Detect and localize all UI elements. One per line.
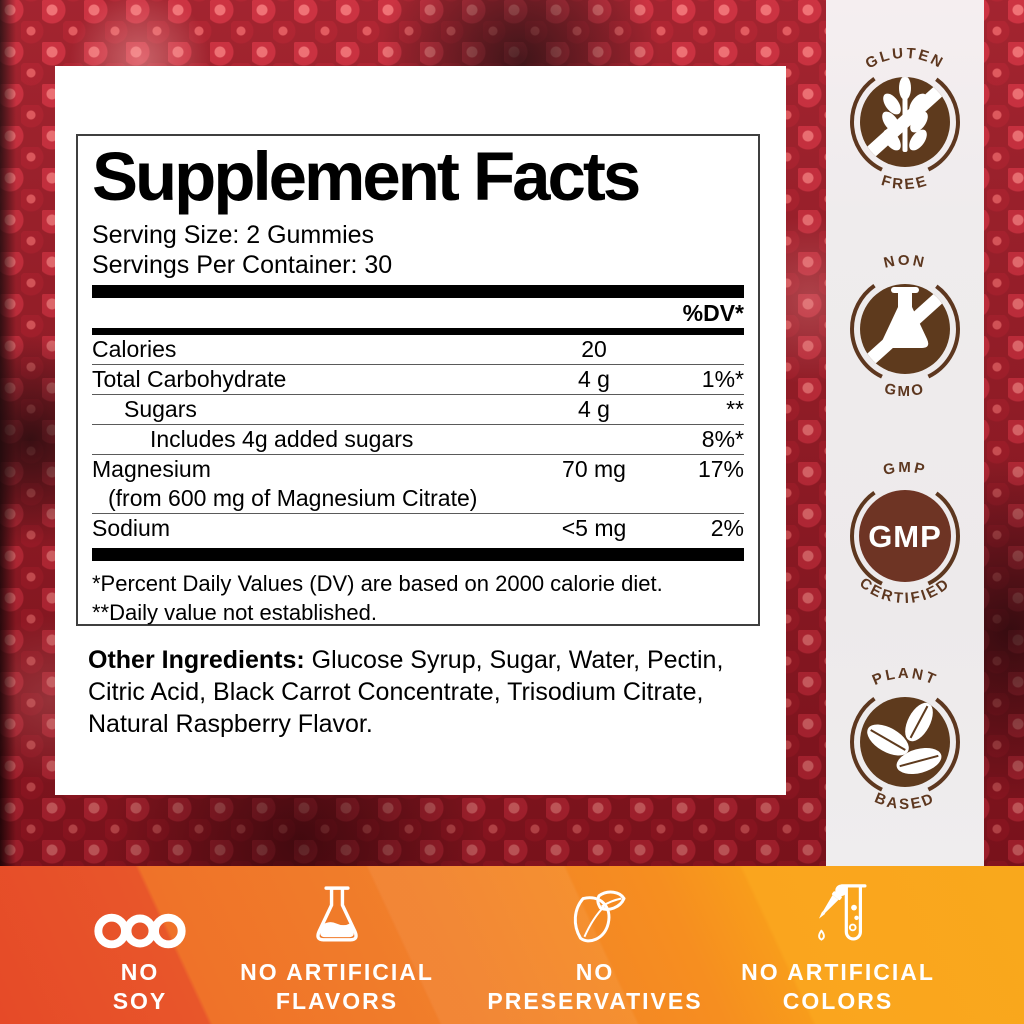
- divider-bar-thick: [92, 548, 744, 562]
- row-amount: 70 mg: [562, 456, 626, 483]
- wheat-crossed-icon: [860, 77, 950, 167]
- claim-no-artificial-colors: NO ARTIFICIAL COLORS: [708, 872, 968, 1020]
- gluten-free-badge: GLUTEN FREE: [850, 48, 960, 193]
- row-name: Magnesium: [92, 456, 211, 483]
- facts-row-magnesium: Magnesium 70 mg 17%: [92, 455, 744, 484]
- claim-no-soy: NO SOY: [10, 872, 270, 1020]
- magnesium-source-note: (from 600 mg of Magnesium Citrate): [92, 484, 744, 515]
- svg-text:GMP: GMP: [882, 462, 929, 479]
- facts-row-calories: Calories 20: [92, 335, 744, 366]
- row-amount: <5 mg: [561, 515, 627, 542]
- row-amount: 4 g: [578, 366, 610, 393]
- row-dv: **: [726, 396, 744, 423]
- facts-row-added-sugars: Includes 4g added sugars 8%*: [92, 425, 744, 456]
- other-ingredients-text: Glucose Syrup, Sugar, Water, Pectin, Cit…: [88, 646, 724, 738]
- svg-text:NON: NON: [882, 255, 928, 272]
- svg-text:PLANT: PLANT: [870, 668, 940, 689]
- facts-row-sodium: Sodium <5 mg 2%: [92, 514, 744, 543]
- footnote-dv: *Percent Daily Values (DV) are based on …: [92, 571, 663, 597]
- serving-size: Serving Size: 2 Gummies: [92, 221, 375, 250]
- facts-row-carbohydrate: Total Carbohydrate 4 g 1%*: [92, 365, 744, 396]
- row-name: Includes 4g added sugars: [150, 426, 414, 453]
- row-name: Calories: [92, 336, 177, 363]
- row-dv: 17%: [697, 456, 744, 483]
- svg-text:FREE: FREE: [879, 172, 930, 193]
- claim-no-preservatives: NO PRESERVATIVES: [465, 872, 725, 1020]
- non-gmo-badge: NON GMO: [850, 255, 960, 400]
- badge-strip: GLUTEN FREE NON GMO: [826, 0, 984, 866]
- flask-crossed-icon: [860, 284, 950, 374]
- claim-no-artificial-flavors: NO ARTIFICIAL FLAVORS: [207, 872, 467, 1020]
- leaf-icon: [562, 872, 628, 950]
- badge-circle: [859, 490, 951, 582]
- badge-bottom-text: BASED: [872, 789, 935, 813]
- badge-top-text: NON: [882, 255, 925, 272]
- row-dv: 2%: [710, 515, 744, 542]
- gmp-certified-badge: GMP GMP CERTIFIED: [850, 462, 960, 607]
- badge-top-text: GMP: [882, 462, 926, 479]
- badge-top-text: GLUTEN: [863, 48, 945, 72]
- row-dv: 1%*: [701, 366, 744, 393]
- svg-text:GLUTEN: GLUTEN: [863, 48, 948, 72]
- badge-bottom-text: GMO: [883, 380, 925, 400]
- servings-per-container: Servings Per Container: 30: [92, 251, 393, 280]
- other-ingredients: Other Ingredients: Glucose Syrup, Sugar,…: [88, 644, 760, 740]
- gmp-seal-icon: GMP: [868, 519, 942, 554]
- badge-ring: [850, 687, 960, 797]
- claims-band: NO SOY NO ARTIFICIAL FLAVORS: [0, 866, 1024, 1024]
- other-ingredients-label: Other Ingredients:: [88, 646, 305, 674]
- badge-top-text: PLANT: [870, 668, 938, 689]
- supplement-facts-panel: Supplement Facts Serving Size: 2 Gummies…: [55, 66, 786, 795]
- dv-column-header: %DV*: [682, 300, 744, 327]
- plant-based-badge: PLANT BASED: [850, 668, 960, 813]
- leaves-icon: [867, 702, 942, 775]
- row-amount: 4 g: [578, 396, 610, 423]
- facts-row-sugars: Sugars 4 g **: [92, 395, 744, 426]
- panel-title: Supplement Facts: [92, 138, 641, 215]
- divider-bar-thick: [92, 285, 744, 299]
- footnote-daily-value: **Daily value not established.: [92, 600, 377, 626]
- row-name: Sodium: [92, 515, 170, 542]
- row-dv: 8%*: [701, 426, 744, 453]
- badge-ring: [850, 274, 960, 384]
- svg-text:GMO: GMO: [883, 380, 927, 400]
- dropper-tube-icon: [806, 872, 870, 950]
- row-name: Sugars: [124, 396, 197, 423]
- row-name: Total Carbohydrate: [92, 366, 287, 393]
- badge-ring: [850, 67, 960, 177]
- soy-pod-icon: [90, 872, 190, 950]
- supplement-facts-box: Supplement Facts Serving Size: 2 Gummies…: [76, 134, 760, 626]
- flask-icon: [303, 872, 371, 950]
- svg-text:BASED: BASED: [872, 789, 938, 813]
- badge-bottom-text: FREE: [879, 172, 928, 193]
- divider-bar-medium: [92, 328, 744, 336]
- badge-ring: [850, 481, 960, 591]
- row-amount: 20: [581, 336, 607, 363]
